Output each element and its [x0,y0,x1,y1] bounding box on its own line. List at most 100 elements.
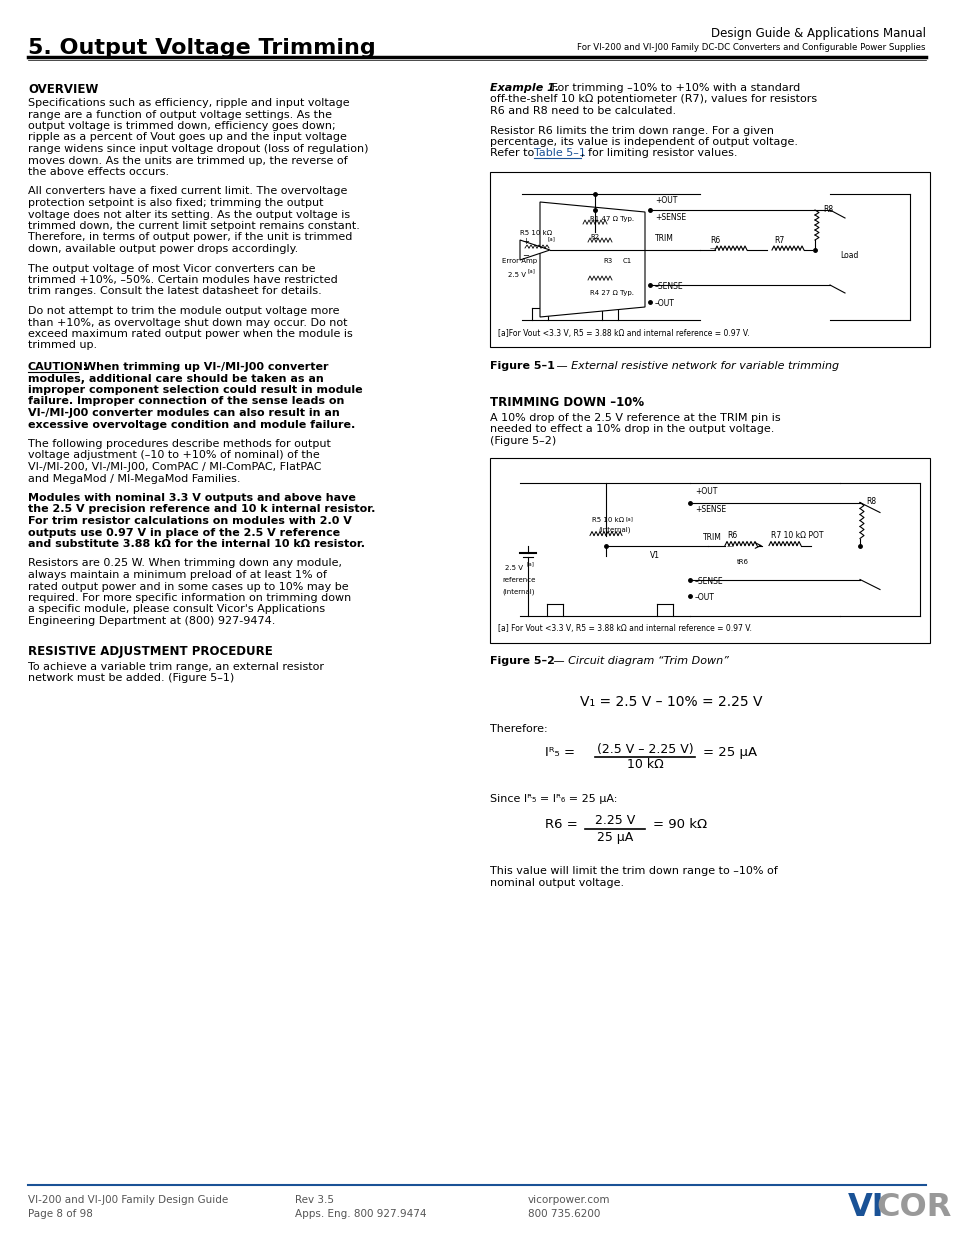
Text: Load: Load [840,251,858,259]
Text: +SENSE: +SENSE [655,212,685,222]
Text: The following procedures describe methods for output: The following procedures describe method… [28,438,331,450]
Text: Table 5–1: Table 5–1 [534,148,585,158]
Text: — Circuit diagram “Trim Down”: — Circuit diagram “Trim Down” [550,657,728,667]
Text: For trim resistor calculations on modules with 2.0 V: For trim resistor calculations on module… [28,516,352,526]
Text: 2.25 V: 2.25 V [595,815,635,827]
Text: the 2.5 V precision reference and 10 k internal resistor.: the 2.5 V precision reference and 10 k i… [28,505,375,515]
Text: TRIM: TRIM [655,233,673,243]
Text: rated output power and in some cases up to 10% may be: rated output power and in some cases up … [28,582,348,592]
Text: voltage does not alter its setting. As the output voltage is: voltage does not alter its setting. As t… [28,210,350,220]
Text: Engineering Department at (800) 927-9474.: Engineering Department at (800) 927-9474… [28,616,275,626]
Text: +: + [521,237,528,247]
Text: Resistors are 0.25 W. When trimming down any module,: Resistors are 0.25 W. When trimming down… [28,558,341,568]
Text: [a]: [a] [526,562,535,567]
Text: All converters have a fixed current limit. The overvoltage: All converters have a fixed current limi… [28,186,347,196]
Text: (Figure 5–2): (Figure 5–2) [490,436,556,446]
Text: When trimming up VI-/MI-J00 converter: When trimming up VI-/MI-J00 converter [80,362,328,372]
Text: R3: R3 [602,258,612,264]
Text: [a]For Vout <3.3 V, R5 = 3.88 kΩ and internal reference = 0.97 V.: [a]For Vout <3.3 V, R5 = 3.88 kΩ and int… [497,329,749,338]
Text: trimmed +10%, –50%. Certain modules have restricted: trimmed +10%, –50%. Certain modules have… [28,275,337,285]
Text: 10 kΩ: 10 kΩ [626,758,662,772]
Text: Modules with nominal 3.3 V outputs and above have: Modules with nominal 3.3 V outputs and a… [28,493,355,503]
Text: trim ranges. Consult the latest datasheet for details.: trim ranges. Consult the latest datashee… [28,287,321,296]
Text: C1: C1 [622,258,632,264]
Text: than +10%, as overvoltage shut down may occur. Do not: than +10%, as overvoltage shut down may … [28,317,347,327]
Bar [490,457,929,642]
Text: Page 8 of 98: Page 8 of 98 [28,1209,92,1219]
Text: modules, additional care should be taken as an: modules, additional care should be taken… [28,373,323,384]
Text: down, available output power drops accordingly.: down, available output power drops accor… [28,245,298,254]
Text: Do not attempt to trim the module output voltage more: Do not attempt to trim the module output… [28,306,339,316]
Text: VI-/MI-200, VI-/MI-J00, ComPAC / MI-ComPAC, FlatPAC: VI-/MI-200, VI-/MI-J00, ComPAC / MI-ComP… [28,462,321,472]
Text: Example 1.: Example 1. [490,83,558,93]
Text: Resistor R6 limits the trim down range. For a given: Resistor R6 limits the trim down range. … [490,126,773,136]
Text: (internal): (internal) [501,589,534,595]
Text: off-the-shelf 10 kΩ potentiometer (R7), values for resistors: off-the-shelf 10 kΩ potentiometer (R7), … [490,95,817,105]
Text: R6: R6 [709,236,720,245]
Text: and MegaMod / MI-MegaMod Families.: and MegaMod / MI-MegaMod Families. [28,473,240,483]
Text: —⁠⁠⁠: —⁠⁠⁠ [726,543,733,550]
Text: RESISTIVE ADJUSTMENT PROCEDURE: RESISTIVE ADJUSTMENT PROCEDURE [28,646,273,658]
Text: tR6: tR6 [737,559,748,566]
Text: Figure 5–2: Figure 5–2 [490,657,555,667]
Text: Iᴿ₅ =: Iᴿ₅ = [544,746,575,760]
Text: Design Guide & Applications Manual: Design Guide & Applications Manual [710,26,925,40]
Text: R6 and R8 need to be calculated.: R6 and R8 need to be calculated. [490,106,676,116]
Text: trimmed up.: trimmed up. [28,341,97,351]
Polygon shape [539,203,644,317]
Text: This value will limit the trim down range to –10% of: This value will limit the trim down rang… [490,867,777,877]
Text: A 10% drop of the 2.5 V reference at the TRIM pin is: A 10% drop of the 2.5 V reference at the… [490,412,780,424]
Text: V1: V1 [649,552,659,561]
Text: Since Iᴿ₅ = Iᴿ₆ = 25 μA:: Since Iᴿ₅ = Iᴿ₆ = 25 μA: [490,794,617,804]
Text: −: − [521,252,529,261]
Text: R7: R7 [773,236,783,245]
Bar [490,172,929,347]
Text: –SENSE: –SENSE [655,282,683,291]
Text: a specific module, please consult Vicor's Applications: a specific module, please consult Vicor'… [28,604,325,615]
Text: — External resistive network for variable trimming: — External resistive network for variabl… [553,361,839,370]
Text: R6 =: R6 = [544,818,578,831]
Text: 25 μA: 25 μA [597,830,633,844]
Text: —⁠⁠⁠⁠⁠⁠⁠⁠⁠: —⁠⁠⁠⁠⁠⁠⁠⁠⁠ [709,245,717,251]
Text: network must be added. (Figure 5–1): network must be added. (Figure 5–1) [28,673,234,683]
Text: 2.5 V: 2.5 V [504,566,522,572]
Text: Therefore, in terms of output power, if the unit is trimmed: Therefore, in terms of output power, if … [28,232,352,242]
Text: the above effects occurs.: the above effects occurs. [28,167,169,177]
Text: Rev 3.5: Rev 3.5 [294,1195,334,1205]
Text: R2: R2 [589,233,598,240]
Text: trimmed down, the current limit setpoint remains constant.: trimmed down, the current limit setpoint… [28,221,359,231]
Text: +OUT: +OUT [655,196,677,205]
Text: , for limiting resistor values.: , for limiting resistor values. [580,148,737,158]
Text: Specifications such as efficiency, ripple and input voltage: Specifications such as efficiency, rippl… [28,98,349,107]
Text: R5 10 kΩ: R5 10 kΩ [592,516,623,522]
Text: failure. Improper connection of the sense leads on: failure. Improper connection of the sens… [28,396,344,406]
Text: [a] For Vout <3.3 V, R5 = 3.88 kΩ and internal reference = 0.97 V.: [a] For Vout <3.3 V, R5 = 3.88 kΩ and in… [497,625,751,634]
Text: +OUT: +OUT [695,488,717,496]
Text: R7 10 kΩ POT: R7 10 kΩ POT [770,531,822,541]
Text: [a]: [a] [547,236,556,241]
Text: COR: COR [875,1192,950,1223]
Text: needed to effect a 10% drop in the output voltage.: needed to effect a 10% drop in the outpu… [490,425,774,435]
Text: To achieve a variable trim range, an external resistor: To achieve a variable trim range, an ext… [28,662,324,672]
Text: Therefore:: Therefore: [490,725,547,735]
Text: R8: R8 [822,205,832,214]
Text: output voltage is trimmed down, efficiency goes down;: output voltage is trimmed down, efficien… [28,121,335,131]
Text: TRIM: TRIM [702,532,721,541]
Text: –SENSE: –SENSE [695,577,723,585]
Text: VI-/MI-J00 converter modules can also result in an: VI-/MI-J00 converter modules can also re… [28,408,339,417]
Text: protection setpoint is also fixed; trimming the output: protection setpoint is also fixed; trimm… [28,198,323,207]
Text: excessive overvoltage condition and module failure.: excessive overvoltage condition and modu… [28,420,355,430]
Text: R1 47 Ω Typ.: R1 47 Ω Typ. [589,216,634,222]
Text: reference: reference [501,578,535,583]
Text: 5. Output Voltage Trimming: 5. Output Voltage Trimming [28,38,375,58]
Text: The output voltage of most Vicor converters can be: The output voltage of most Vicor convert… [28,263,315,273]
Text: always maintain a minimum preload of at least 1% of: always maintain a minimum preload of at … [28,571,327,580]
Text: VI: VI [847,1192,883,1223]
Text: 800 735.6200: 800 735.6200 [527,1209,599,1219]
Text: (2.5 V – 2.25 V): (2.5 V – 2.25 V) [596,742,693,756]
Text: R4 27 Ω Typ.: R4 27 Ω Typ. [589,290,634,296]
Text: TRIMMING DOWN –10%: TRIMMING DOWN –10% [490,396,643,409]
Text: Figure 5–1: Figure 5–1 [490,361,555,370]
Text: percentage, its value is independent of output voltage.: percentage, its value is independent of … [490,137,797,147]
Text: 2.5 V: 2.5 V [507,272,525,278]
